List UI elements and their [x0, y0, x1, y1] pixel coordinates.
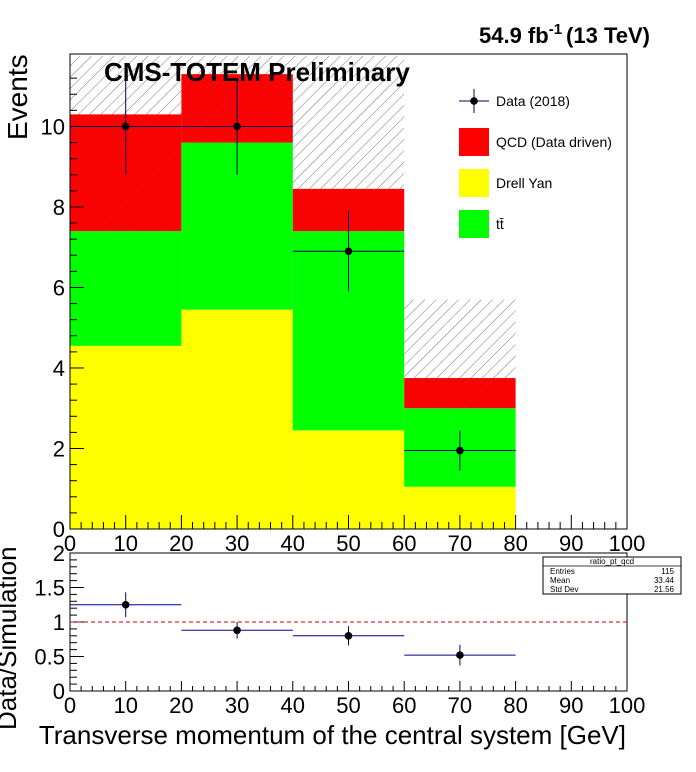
ratio-point: [344, 632, 353, 640]
ratio-axes: 0 10 20 30 40 50 60 70 80 90 100 0 0.5 1 1.5 2: [34, 541, 645, 718]
top-x-tick-label: 80: [503, 531, 527, 556]
top-x-tick-label: 60: [392, 531, 416, 556]
ratio-y-tick-label: 1: [53, 610, 65, 635]
legend-data-marker: [470, 97, 478, 105]
ratio-x-tick-label: 90: [559, 693, 583, 718]
luminosity-label: 54.9 fb-1 (13 TeV): [479, 21, 650, 48]
ratio-y-tick-label: 2: [53, 541, 65, 566]
stats-box: ratio_pt_qcd Entries 115 Mean 33.44 Std …: [542, 556, 682, 595]
legend-label: tt̄: [496, 216, 504, 232]
legend: Data (2018) QCD (Data driven) Drell Yan tt̄: [459, 89, 612, 238]
ratio-y-tick-label: 1.5: [34, 576, 65, 601]
stats-stddev-value: 21.56: [654, 585, 675, 594]
top-y-axis-label: Events: [2, 54, 33, 140]
ratio-x-tick-label: 40: [281, 693, 305, 718]
top-x-tick-label: 40: [281, 531, 305, 556]
stats-stddev-label: Std Dev: [550, 585, 578, 594]
ratio-x-tick-label: 30: [225, 693, 249, 718]
ratio-x-tick-label: 0: [64, 693, 76, 718]
ratio-x-tick-label: 70: [448, 693, 472, 718]
legend-label: QCD (Data driven): [496, 134, 612, 150]
bar-dy: [70, 345, 182, 529]
top-y-tick-label: 6: [53, 275, 65, 300]
top-x-tick-label: 90: [559, 531, 583, 556]
legend-swatch: [459, 128, 489, 156]
ratio-point: [233, 626, 241, 635]
ratio-point: [456, 651, 464, 659]
data-point: [233, 122, 241, 131]
data-point: [344, 247, 353, 256]
stats-entries-value: 115: [661, 567, 674, 576]
data-point: [121, 122, 130, 131]
top-y-tick-label: 2: [53, 436, 65, 461]
bar-tt: [70, 231, 182, 346]
stats-mean-label: Mean: [550, 576, 570, 585]
top-x-tick-label: 20: [169, 531, 193, 556]
top-x-tick-label: 30: [225, 531, 249, 556]
legend-label: Data (2018): [496, 93, 570, 109]
ratio-y-axis-label: Data/Simulation: [0, 546, 22, 730]
top-y-tick-label: 10: [41, 114, 65, 139]
top-x-tick-label: 10: [113, 531, 137, 556]
ratio-x-axis-label: Transverse momentum of the central syste…: [39, 720, 626, 750]
ratio-x-tick-label: 10: [113, 693, 137, 718]
ratio-point: [121, 600, 130, 609]
bar-dy: [292, 430, 405, 529]
stats-entries-label: Entries: [550, 567, 575, 576]
uncertainty-band-bin: [181, 56, 293, 75]
data-points: [70, 78, 516, 471]
top-x-tick-label: 70: [448, 531, 472, 556]
ratio-x-tick-label: 80: [503, 693, 527, 718]
ratio-x-tick-label: 100: [609, 693, 646, 718]
top-y-tick-label: 0: [53, 517, 65, 542]
ratio-x-tick-label: 60: [392, 693, 416, 718]
bar-dy: [181, 309, 293, 529]
ratio-y-tick-label: 0: [53, 679, 65, 704]
top-x-tick-label: 0: [64, 531, 76, 556]
ratio-x-tick-label: 50: [336, 693, 360, 718]
stats-mean-value: 33.44: [654, 576, 675, 585]
uncertainty-band-bin: [292, 56, 405, 189]
top-x-tick-label: 100: [609, 531, 646, 556]
legend-label: Drell Yan: [496, 175, 552, 191]
stacked-histogram: [70, 56, 516, 529]
ratio-x-tick-label: 20: [169, 693, 193, 718]
legend-swatch: [459, 169, 489, 197]
top-y-tick-label: 8: [53, 195, 65, 220]
top-y-tick-label: 4: [53, 356, 65, 381]
collaboration-label: CMS-TOTEM Preliminary: [104, 57, 410, 87]
legend-swatch: [459, 210, 489, 238]
qcd-hatch: [404, 378, 516, 409]
stats-title: ratio_pt_qcd: [590, 557, 634, 566]
ratio-y-tick-label: 0.5: [34, 645, 65, 670]
top-x-tick-label: 50: [336, 531, 360, 556]
ratio-points: [70, 592, 516, 666]
top-axes: 0 10 20 30 40 50 60 70 80 90 100 0 2 4 6 8 10: [41, 53, 646, 556]
data-point: [456, 446, 464, 455]
uncertainty-band-bin: [404, 299, 516, 379]
